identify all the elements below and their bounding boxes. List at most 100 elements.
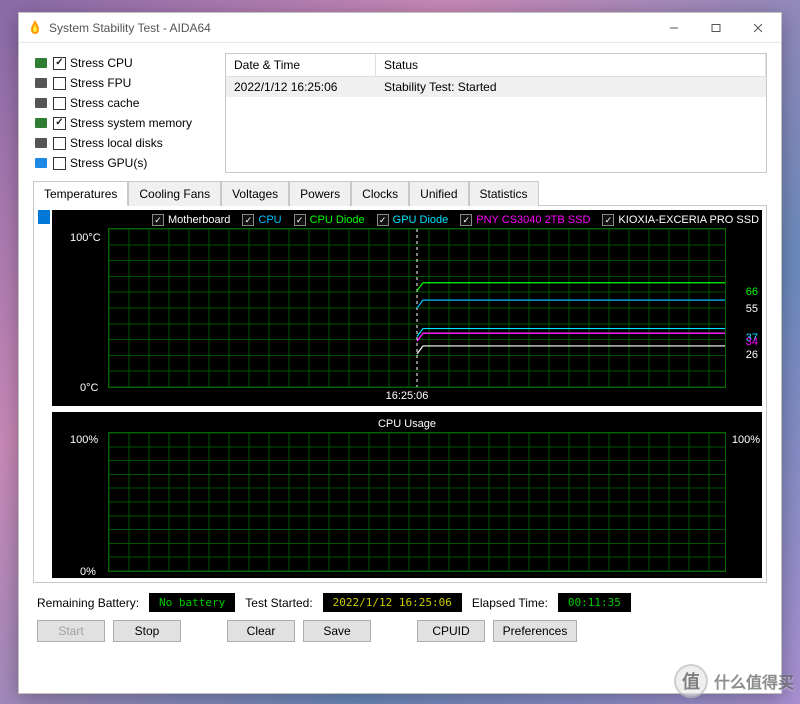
stress-option[interactable]: Stress cache [33,93,213,113]
legend-checkbox[interactable] [152,214,164,226]
legend-checkbox[interactable] [294,214,306,226]
stress-checkbox[interactable] [53,137,66,150]
stress-option[interactable]: Stress CPU [33,53,213,73]
legend-item[interactable]: GPU Diode [377,214,449,226]
tab-unified[interactable]: Unified [409,181,468,206]
legend-label: GPU Diode [393,214,449,226]
legend-checkbox[interactable] [377,214,389,226]
cpu-chart-title: CPU Usage [52,414,762,432]
start-button[interactable]: Start [37,620,105,642]
tab-statistics[interactable]: Statistics [469,181,539,206]
legend-item[interactable]: CPU [242,214,281,226]
fpu-icon [33,76,49,90]
chart-legend: Motherboard CPU CPU Diode GPU Diode PNY CS30… [52,210,762,228]
legend-label: Motherboard [168,214,230,226]
elapsed-value: 00:11:35 [558,593,631,612]
log-cell-datetime: 2022/1/12 16:25:06 [226,77,376,97]
legend-item[interactable]: PNY CS3040 2TB SSD [460,214,590,226]
titlebar[interactable]: System Stability Test - AIDA64 [19,13,781,43]
close-button[interactable] [737,14,779,42]
cpu-y-max-left: 100% [70,434,98,446]
legend-checkbox[interactable] [602,214,614,226]
stress-option[interactable]: Stress GPU(s) [33,153,213,173]
tab-voltages[interactable]: Voltages [221,181,289,206]
temp-value-label: 66 [746,286,758,298]
cache-icon [33,96,49,110]
legend-checkbox[interactable] [242,214,254,226]
tab-content: Motherboard CPU CPU Diode GPU Diode PNY CS30… [33,206,767,583]
content-area: Stress CPU Stress FPU Stress cache Stress s… [19,43,781,654]
tab-temperatures[interactable]: Temperatures [33,181,128,206]
legend-label: CPU Diode [310,214,365,226]
stop-button[interactable]: Stop [113,620,181,642]
y-axis-max: 100°C [70,232,101,244]
status-bar: Remaining Battery: No battery Test Start… [33,583,767,620]
temperature-chart: Motherboard CPU CPU Diode GPU Diode PNY CS30… [52,210,762,406]
side-indicator [38,210,50,224]
cpu-plot-area[interactable] [108,432,726,572]
stress-label: Stress cache [70,96,139,110]
stress-option[interactable]: Stress system memory [33,113,213,133]
log-row[interactable]: 2022/1/12 16:25:06 Stability Test: Start… [226,77,766,97]
watermark: 值 什么值得买 [674,664,794,698]
stress-label: Stress GPU(s) [70,156,147,170]
battery-value: No battery [149,593,235,612]
stress-options: Stress CPU Stress FPU Stress cache Stress s… [33,53,213,173]
button-row: Start Stop Clear Save CPUID Preferences [33,620,767,646]
stress-checkbox[interactable] [53,97,66,110]
legend-item[interactable]: KIOXIA-EXCERIA PRO SSD [602,214,759,226]
save-button[interactable]: Save [303,620,371,642]
stress-label: Stress system memory [70,116,192,130]
legend-item[interactable]: Motherboard [152,214,230,226]
tab-bar: TemperaturesCooling FansVoltagesPowersCl… [33,181,767,206]
cpu-usage-chart: CPU Usage 100% 0% 100% [52,412,762,578]
window-title: System Stability Test - AIDA64 [49,21,653,35]
cpuid-button[interactable]: CPUID [417,620,485,642]
battery-label: Remaining Battery: [37,596,139,610]
stress-checkbox[interactable] [53,57,66,70]
app-window: System Stability Test - AIDA64 Stress CP… [18,12,782,694]
maximize-button[interactable] [695,14,737,42]
log-header-datetime[interactable]: Date & Time [226,54,376,76]
x-axis-time: 16:25:06 [52,388,762,406]
chart-plot-area[interactable] [108,228,726,388]
legend-item[interactable]: CPU Diode [294,214,365,226]
stress-label: Stress FPU [70,76,131,90]
legend-checkbox[interactable] [460,214,472,226]
watermark-text: 什么值得买 [714,669,794,693]
legend-label: PNY CS3040 2TB SSD [476,214,590,226]
clear-button[interactable]: Clear [227,620,295,642]
test-started-label: Test Started: [245,596,312,610]
app-icon [27,20,43,36]
elapsed-label: Elapsed Time: [472,596,548,610]
disk-icon [33,136,49,150]
tab-powers[interactable]: Powers [289,181,351,206]
cpu-y-max-right: 100% [732,434,760,446]
stress-label: Stress local disks [70,136,163,150]
legend-label: CPU [258,214,281,226]
stress-label: Stress CPU [70,56,133,70]
stress-checkbox[interactable] [53,77,66,90]
temp-value-label: 26 [746,349,758,361]
cpu-y-min-left: 0% [80,566,96,578]
minimize-button[interactable] [653,14,695,42]
tab-cooling-fans[interactable]: Cooling Fans [128,181,221,206]
cpu-icon [33,56,49,70]
mem-icon [33,116,49,130]
log-header-status[interactable]: Status [376,54,766,76]
gpu-icon [33,156,49,170]
test-started-value: 2022/1/12 16:25:06 [323,593,462,612]
watermark-icon: 值 [674,664,708,698]
stress-option[interactable]: Stress FPU [33,73,213,93]
stress-checkbox[interactable] [53,157,66,170]
stress-option[interactable]: Stress local disks [33,133,213,153]
stress-checkbox[interactable] [53,117,66,130]
legend-label: KIOXIA-EXCERIA PRO SSD [618,214,759,226]
log-cell-status: Stability Test: Started [376,77,766,97]
temp-value-label: 34 [746,336,758,348]
event-log: Date & Time Status 2022/1/12 16:25:06 St… [225,53,767,173]
tab-clocks[interactable]: Clocks [351,181,409,206]
temp-value-label: 55 [746,303,758,315]
preferences-button[interactable]: Preferences [493,620,577,642]
y-axis-min: 0°C [80,382,98,394]
